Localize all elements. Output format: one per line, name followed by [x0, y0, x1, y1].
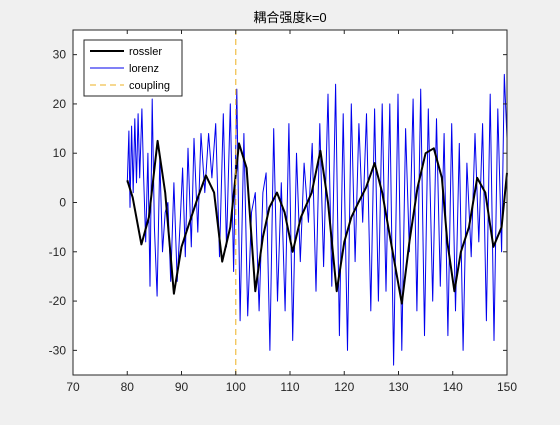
- x-tick-label: 110: [280, 380, 299, 394]
- y-tick-label: -20: [49, 294, 67, 308]
- legend-label-rossler: rossler: [129, 46, 162, 58]
- x-tick-label: 130: [388, 380, 408, 394]
- y-tick-label: -30: [49, 343, 67, 357]
- y-tick-label: 30: [53, 48, 67, 62]
- y-tick-label: -10: [49, 245, 67, 259]
- chart-title: 耦合强度k=0: [253, 10, 326, 25]
- x-tick-label: 140: [443, 380, 463, 394]
- axis-ticks: 70 80 90 100 110 120 130 140 150 -30 -20 -10 0 10 20 30: [49, 30, 517, 394]
- series-line-rossler: [126, 139, 508, 305]
- legend: rossler lorenz coupling: [83, 39, 183, 97]
- legend-label-coupling: coupling: [129, 80, 170, 92]
- series-line-lorenz: [126, 73, 508, 366]
- y-tick-label: 10: [53, 146, 67, 160]
- x-tick-label: 120: [334, 380, 354, 394]
- legend-label-lorenz: lorenz: [129, 63, 159, 75]
- legend-box: [83, 39, 183, 97]
- x-tick-label: 150: [497, 380, 517, 394]
- y-tick-label: 20: [53, 97, 67, 111]
- x-tick-label: 70: [66, 380, 80, 394]
- series-layer: [126, 30, 508, 375]
- y-tick-label: 0: [59, 196, 66, 210]
- x-tick-label: 80: [121, 380, 135, 394]
- x-tick-label: 90: [175, 380, 189, 394]
- x-tick-label: 100: [226, 380, 246, 394]
